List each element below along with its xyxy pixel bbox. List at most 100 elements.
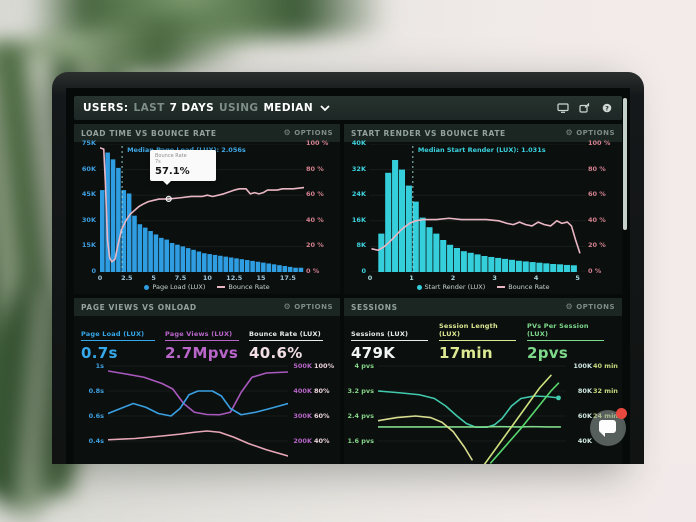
legend-label: Bounce Rate: [228, 283, 270, 291]
x-tick: 3: [492, 274, 497, 282]
metric-label: Page Views (LUX): [165, 330, 239, 341]
header-median-label[interactable]: MEDIAN: [263, 102, 314, 114]
header-using-label[interactable]: USING: [219, 102, 259, 114]
legend-item[interactable]: Bounce Rate: [217, 283, 270, 291]
y-tick: 40 min: [593, 362, 618, 370]
notification-badge: [616, 408, 627, 419]
y-tick: 40 %: [588, 215, 606, 224]
y-tick: 30K: [81, 215, 96, 224]
options-button[interactable]: ⚙ OPTIONS: [283, 302, 333, 312]
y-tick: 100 %: [306, 139, 329, 147]
metrics-row: Sessions (LUX) 479K Session Length (LUX)…: [351, 321, 615, 362]
sessions-chart[interactable]: [377, 360, 566, 464]
y-tick: 80 %: [588, 164, 606, 173]
svg-text:?: ?: [605, 104, 609, 112]
panel-page-views-vs-onload: PAGE VIEWS VS ONLOAD ⚙ OPTIONS Page Load …: [74, 298, 340, 464]
y-tick: 80K: [577, 387, 592, 395]
x-tick: 0: [97, 274, 103, 282]
y-tick: 40%: [314, 437, 330, 445]
x-tick: 2.5: [121, 274, 133, 282]
legend-label: Page Load (LUX): [152, 283, 206, 291]
y-tick: 500K: [293, 362, 312, 370]
y-tick: 20 %: [306, 241, 324, 250]
x-tick: 5: [151, 274, 156, 282]
chat-widget-button[interactable]: [590, 408, 627, 446]
tooltip-bucket: 7s: [155, 159, 161, 165]
legend-item[interactable]: Page Load (LUX): [144, 283, 205, 291]
load-time-chart[interactable]: Median Page Load (LUX): 2.056s Bounce Ra…: [100, 144, 304, 272]
y-tick: 0 %: [306, 266, 320, 275]
y-tick: 60K: [577, 412, 592, 420]
legend-item[interactable]: Bounce Rate: [497, 283, 549, 291]
laptop-bezel: USERS: LAST 7 DAYS USING MEDIAN ? LOAD T…: [52, 72, 644, 464]
x-tick: 12.5: [226, 274, 243, 282]
tooltip-value: 57.1%: [155, 166, 190, 177]
options-button[interactable]: ⚙ OPTIONS: [565, 302, 615, 312]
panel-header: SESSIONS ⚙ OPTIONS: [344, 298, 622, 316]
panel-title: LOAD TIME VS BOUNCE RATE: [81, 128, 217, 138]
bounce-rate-tooltip: Bounce Rate 7s 57.1%: [150, 150, 216, 185]
panel-start-render-vs-bounce-rate: START RENDER VS BOUNCE RATE ⚙ OPTIONS 40K…: [344, 124, 622, 294]
metric-bounce-rate: Bounce Rate (LUX) 40.6%: [249, 321, 333, 362]
y-axis-right-k-labels: 500K 400K 300K 200K: [290, 360, 312, 464]
metric-pvs-per-session: PVs Per Session (LUX) 2pvs: [527, 321, 615, 362]
y-axis-right-labels: 100 % 80 % 60 % 40 % 20 % 0 %: [306, 140, 337, 275]
legend-label: Bounce Rate: [508, 283, 550, 291]
header-range-label[interactable]: 7 DAYS: [169, 102, 215, 114]
tooltip-series: Bounce Rate: [155, 153, 187, 159]
gear-icon: ⚙: [565, 302, 574, 311]
x-tick: 10: [202, 274, 212, 282]
y-axis-left-labels: 4 pvs 3.2 pvs 2.4 pvs 1.6 pvs: [347, 360, 374, 464]
legend-label: Start Render (LUX): [424, 283, 486, 291]
metric-page-load: Page Load (LUX) 0.7s: [81, 321, 165, 362]
y-tick: 0.8s: [88, 387, 104, 395]
y-tick: 0.4s: [88, 437, 104, 445]
x-axis-labels: 0 1 2 3 4 5: [368, 274, 586, 282]
metric-sessions: Sessions (LUX) 479K: [351, 321, 439, 362]
dashboard-screen: USERS: LAST 7 DAYS USING MEDIAN ? LOAD T…: [66, 88, 630, 464]
chevron-down-icon[interactable]: [320, 104, 330, 112]
metric-value: 2pvs: [527, 344, 569, 362]
y-tick: 80%: [314, 387, 330, 395]
y-tick: 32 min: [593, 387, 618, 395]
y-tick: 20 %: [588, 241, 606, 250]
y-axis-left-labels: 75K 60K 45K 30K 15K 0: [76, 140, 96, 275]
header-last-label[interactable]: LAST: [133, 102, 165, 114]
metric-value: 40.6%: [249, 344, 303, 362]
metric-value: 0.7s: [81, 344, 118, 362]
y-tick: 40K: [351, 139, 366, 147]
y-tick: 60%: [314, 412, 330, 420]
y-tick: 40K: [577, 437, 592, 445]
legend-item[interactable]: Start Render (LUX): [416, 283, 486, 291]
panel-title: START RENDER VS BOUNCE RATE: [351, 128, 506, 138]
chart-legend[interactable]: Page Load (LUX) Bounce Rate: [74, 283, 340, 291]
display-icon[interactable]: [556, 103, 569, 114]
y-axis-right-labels: 100 % 80 % 60 % 40 % 20 % 0 %: [588, 140, 619, 275]
start-render-chart[interactable]: Median Start Render (LUX): 1.031s: [370, 144, 586, 272]
metric-value: 2.7Mpvs: [165, 344, 239, 362]
metric-label: Sessions (LUX): [351, 330, 429, 341]
y-tick: 75K: [81, 139, 96, 147]
page-views-onload-chart[interactable]: [107, 360, 289, 464]
x-tick: 4: [533, 274, 539, 282]
line-marker: [497, 286, 506, 288]
options-button[interactable]: ⚙ OPTIONS: [283, 128, 333, 138]
y-tick: 16K: [351, 215, 366, 224]
chart-svg: [107, 365, 289, 457]
x-tick: 15: [256, 274, 266, 282]
share-icon[interactable]: [578, 103, 591, 114]
header-users-label[interactable]: USERS:: [83, 102, 129, 114]
median-annotation: Median Start Render (LUX): 1.031s: [417, 146, 546, 154]
metric-label: PVs Per Session (LUX): [527, 322, 605, 341]
options-button[interactable]: ⚙ OPTIONS: [565, 128, 615, 138]
x-tick: 2: [450, 274, 456, 282]
chart-svg: [100, 144, 304, 272]
metric-label: Session Length (LUX): [439, 322, 517, 341]
y-tick: 100%: [314, 362, 335, 370]
chart-legend[interactable]: Start Render (LUX) Bounce Rate: [344, 283, 622, 291]
scrollbar-thumb[interactable]: [623, 98, 627, 230]
help-icon[interactable]: ?: [600, 103, 613, 114]
x-tick: 5: [575, 274, 580, 282]
y-tick: 40 %: [306, 215, 324, 224]
gear-icon: ⚙: [283, 128, 292, 137]
